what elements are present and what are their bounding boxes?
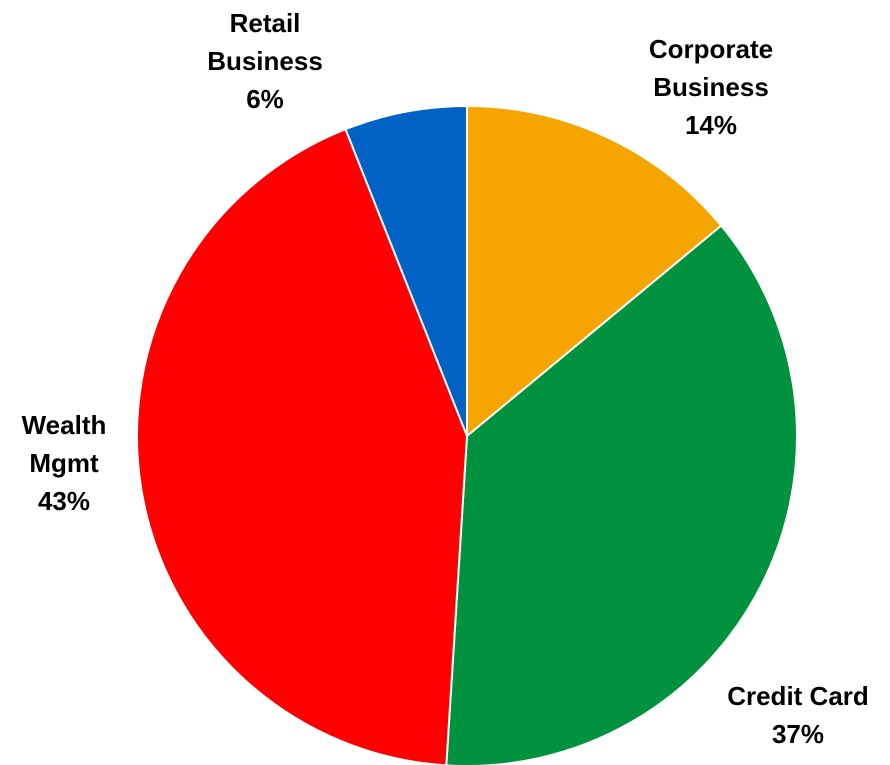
pie-label-credit-card: Credit Card 37% <box>727 681 869 749</box>
pie-value-label: 14% <box>685 110 737 140</box>
pie-category-label: Business <box>653 72 769 102</box>
pie-slice-wealth-mgmt <box>135 127 469 765</box>
pie-slices <box>135 104 798 765</box>
pie-label-retail-business: Retail Business 6% <box>207 8 323 114</box>
pie-category-label: Mgmt <box>29 448 99 478</box>
pie-category-label: Corporate <box>649 34 773 64</box>
pie-category-label: Credit Card <box>727 681 869 711</box>
pie-category-label: Retail <box>230 8 301 38</box>
pie-value-label: 43% <box>38 486 90 516</box>
pie-slice-retail-business <box>344 104 468 437</box>
pie-slice-corporate-business <box>466 104 723 439</box>
pie-category-label: Wealth <box>22 410 107 440</box>
pie-category-label: Business <box>207 46 323 76</box>
pie-value-label: 37% <box>772 719 824 749</box>
pie-label-corporate-business: Corporate Business 14% <box>649 34 773 140</box>
pie-slice-credit-card <box>445 224 798 765</box>
pie-label-wealth-mgmt: Wealth Mgmt 43% <box>22 410 107 516</box>
pie-value-label: 6% <box>246 84 284 114</box>
pie-labels: Corporate Business 14% Credit Card 37% Wealth… <box>22 8 869 749</box>
